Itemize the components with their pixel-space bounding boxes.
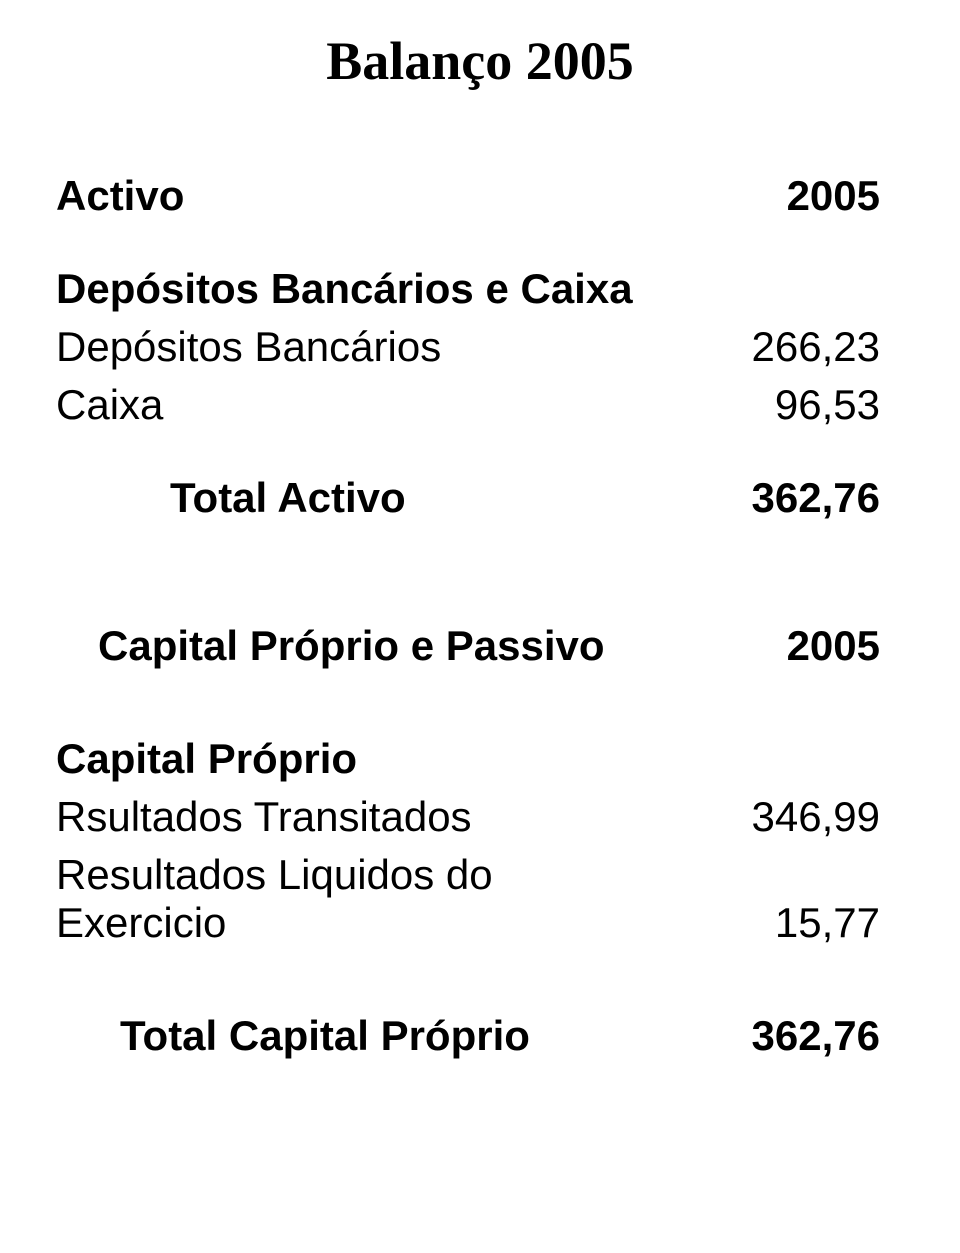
passivo-item-label-line2: Exercicio [56, 899, 226, 947]
table-row: Resultados Liquidos do [50, 851, 910, 899]
activo-total-row: Total Activo 362,76 [50, 474, 910, 522]
passivo-item-label: Rsultados Transitados [56, 793, 472, 841]
activo-header-row: Activo 2005 [50, 172, 910, 220]
activo-total-label: Total Activo [170, 474, 406, 522]
activo-header-value: 2005 [787, 172, 880, 220]
passivo-item-label-line1: Resultados Liquidos do [56, 851, 493, 899]
passivo-item-value: 346,99 [752, 793, 880, 841]
activo-total-value: 362,76 [752, 474, 880, 522]
activo-header-label: Activo [56, 172, 184, 220]
table-row: Depósitos Bancários 266,23 [50, 323, 910, 371]
passivo-item-value: 15,77 [775, 899, 880, 947]
activo-item-value: 96,53 [775, 381, 880, 429]
passivo-subsection-row: Capital Próprio [50, 735, 910, 783]
passivo-subsection-label: Capital Próprio [56, 735, 357, 783]
activo-subsection-row: Depósitos Bancários e Caixa [50, 265, 910, 313]
activo-item-label: Depósitos Bancários [56, 323, 441, 371]
activo-item-label: Caixa [56, 381, 163, 429]
passivo-total-value: 362,76 [752, 1012, 880, 1060]
passivo-header-value: 2005 [787, 622, 880, 670]
table-row: Exercicio 15,77 [50, 899, 910, 947]
document-title: Balanço 2005 [50, 30, 910, 92]
activo-subsection-label: Depósitos Bancários e Caixa [56, 265, 633, 313]
passivo-total-row: Total Capital Próprio 362,76 [50, 1012, 910, 1060]
passivo-total-label: Total Capital Próprio [120, 1012, 530, 1060]
activo-item-value: 266,23 [752, 323, 880, 371]
passivo-header-row: Capital Próprio e Passivo 2005 [50, 622, 910, 670]
table-row: Caixa 96,53 [50, 381, 910, 429]
passivo-header-label: Capital Próprio e Passivo [98, 622, 605, 670]
table-row: Rsultados Transitados 346,99 [50, 793, 910, 841]
